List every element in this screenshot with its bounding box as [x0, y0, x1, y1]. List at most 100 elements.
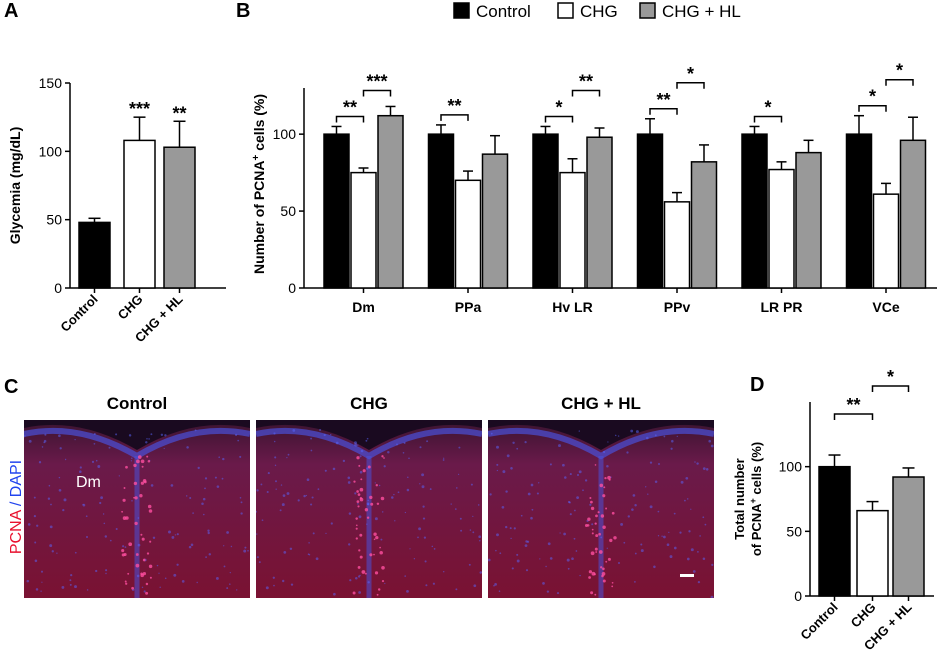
dapi-nucleus: [79, 470, 82, 473]
dapi-nucleus: [418, 527, 422, 531]
dapi-nucleus: [455, 588, 458, 591]
pcna-cell: [359, 555, 363, 559]
dapi-nucleus: [359, 470, 363, 474]
dapi-nucleus: [584, 479, 588, 482]
dapi-nucleus: [630, 429, 634, 433]
micrograph-title-control: Control: [106, 394, 168, 413]
dapi-nucleus: [549, 463, 552, 466]
dapi-nucleus: [366, 523, 368, 525]
pcna-cell: [586, 524, 590, 527]
dapi-nucleus: [310, 437, 313, 440]
pcna-cell: [595, 534, 599, 538]
bar: [78, 221, 111, 289]
pcna-cell: [598, 532, 601, 536]
dapi-nucleus: [524, 440, 527, 444]
dapi-nucleus: [607, 441, 609, 443]
pcna-cell: [148, 509, 153, 513]
comparison-label: **: [846, 395, 860, 415]
pcna-cell: [602, 567, 605, 571]
x-tick-label: Dm: [352, 299, 375, 315]
dapi-nucleus: [407, 476, 409, 478]
pcna-cell: [121, 510, 123, 513]
dapi-nucleus: [403, 441, 406, 444]
dapi-nucleus: [520, 514, 523, 517]
bar: [350, 171, 377, 289]
dapi-nucleus: [694, 461, 696, 463]
dapi-nucleus: [28, 439, 32, 443]
dapi-nucleus: [366, 437, 369, 440]
pcna-cell: [356, 456, 360, 460]
dapi-nucleus: [516, 447, 519, 450]
dapi-nucleus: [571, 557, 574, 561]
pcna-cell: [147, 504, 152, 509]
dapi-nucleus: [354, 443, 358, 447]
dapi-nucleus: [43, 441, 46, 444]
dapi-nucleus: [348, 543, 351, 546]
significance-label: **: [172, 103, 186, 123]
dapi-nucleus: [104, 535, 108, 538]
pcna-cell: [149, 540, 152, 543]
dapi-nucleus: [454, 508, 457, 510]
dapi-nucleus: [315, 557, 319, 561]
dapi-nucleus: [128, 434, 132, 437]
dapi-nucleus: [670, 447, 673, 450]
dapi-nucleus: [207, 531, 210, 535]
bar: [427, 133, 455, 289]
dapi-nucleus: [164, 434, 167, 437]
pcna-cell: [597, 511, 600, 514]
dapi-nucleus: [137, 517, 140, 519]
stain-sep: /: [8, 497, 25, 511]
pcna-cell: [611, 581, 614, 584]
x-tick-label: PPv: [664, 299, 691, 315]
comparison-label: *: [887, 370, 894, 387]
dapi-nucleus: [229, 583, 231, 585]
micrograph-control: Dm: [24, 420, 250, 598]
dapi-nucleus: [473, 584, 477, 588]
dapi-nucleus: [265, 586, 269, 590]
dapi-nucleus: [513, 527, 516, 530]
bar: [586, 136, 613, 289]
dapi-nucleus: [156, 564, 159, 567]
dapi-nucleus: [347, 476, 351, 480]
pcna-cell: [591, 571, 596, 576]
dapi-nucleus: [355, 576, 358, 580]
dapi-nucleus: [82, 503, 86, 507]
pcna-cell: [147, 460, 151, 463]
dapi-nucleus: [303, 494, 306, 498]
dapi-nucleus: [27, 523, 31, 526]
dapi-nucleus: [396, 443, 398, 446]
dapi-nucleus: [510, 467, 513, 470]
dapi-nucleus: [425, 584, 428, 587]
dapi-nucleus: [576, 473, 580, 477]
chart-a-glycemia: 0 50 100 150 Glycemia (mg/dL) Control *** CHG **…: [7, 75, 226, 345]
dapi-nucleus: [333, 592, 336, 596]
micrograph-title-chg: CHG: [350, 394, 388, 413]
dapi-nucleus: [347, 481, 351, 484]
dapi-nucleus: [443, 457, 445, 459]
comparison-bracket: [335, 115, 365, 123]
dapi-nucleus: [230, 545, 233, 548]
y-tick-label: 0: [794, 588, 802, 604]
dapi-nucleus: [348, 512, 352, 515]
dapi-nucleus: [216, 485, 220, 488]
comparison-label: **: [656, 90, 670, 110]
dapi-nucleus: [558, 444, 561, 448]
pcna-cell: [125, 465, 128, 469]
pcna-cell: [599, 483, 604, 488]
dapi-nucleus: [70, 573, 73, 577]
scale-bar: [680, 574, 694, 577]
dapi-nucleus: [657, 535, 660, 537]
comparison-bracket: [833, 413, 874, 420]
bar: [663, 201, 691, 289]
dapi-nucleus: [33, 496, 36, 499]
pcna-cell: [355, 527, 358, 530]
dapi-nucleus: [676, 435, 678, 438]
dapi-nucleus: [600, 536, 603, 539]
dapi-nucleus: [367, 503, 370, 506]
pcna-cell: [373, 538, 376, 541]
stain-pcna: PCNA: [8, 510, 25, 555]
dapi-nucleus: [176, 563, 179, 566]
dapi-nucleus: [509, 527, 512, 530]
dapi-nucleus: [409, 548, 411, 550]
dapi-nucleus: [567, 567, 570, 570]
